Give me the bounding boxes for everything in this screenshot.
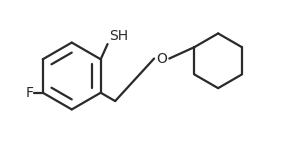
Text: F: F: [25, 86, 33, 100]
Text: O: O: [157, 52, 168, 66]
Text: SH: SH: [109, 29, 128, 43]
